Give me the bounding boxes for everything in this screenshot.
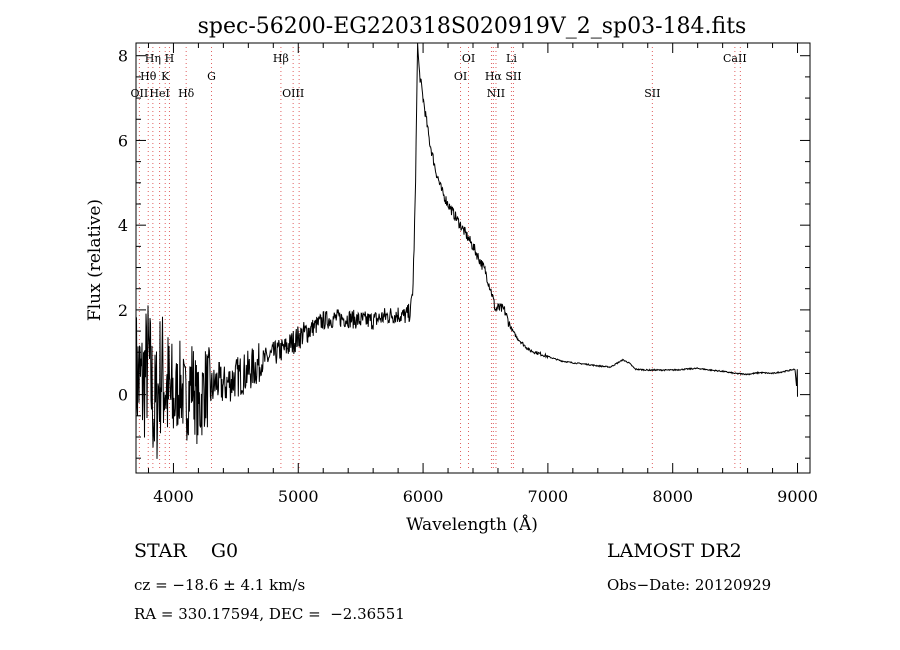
x-tick-label-6000: 6000 bbox=[403, 487, 444, 506]
spectral-line-label-2: Hθ bbox=[140, 70, 157, 83]
spectral-line-labels: OII Hη Hθ HeI HK Hδ G Hβ OIII OI OI Hα NII Li SII SII Ca… bbox=[131, 52, 747, 100]
object-subclass-text: G0 bbox=[210, 540, 239, 562]
spectral-line-label-14: NII bbox=[487, 87, 505, 100]
y-tick-label-0: 0 bbox=[118, 386, 128, 405]
spectral-line-label-3: HeI bbox=[149, 87, 169, 100]
y-tick-label-8: 8 bbox=[118, 47, 128, 66]
spectral-line-label-7: G bbox=[207, 70, 216, 83]
spectral-line-label-4: H bbox=[165, 52, 175, 65]
observation-date: Obs−Date: 20120929 bbox=[607, 576, 772, 594]
x-tick-label-4000: 4000 bbox=[153, 487, 194, 506]
spectral-line-label-6: Hδ bbox=[178, 87, 195, 100]
spectral-line-label-5: K bbox=[161, 70, 170, 83]
spectral-line-label-9: OIII bbox=[282, 87, 304, 100]
object-class: STAR G0 bbox=[134, 540, 238, 562]
spectral-line-label-16: Li bbox=[506, 52, 517, 65]
y-tick-label-4: 4 bbox=[118, 216, 128, 235]
x-tick-label-5000: 5000 bbox=[278, 487, 319, 506]
chart-title: spec-56200-EG220318S020919V_2_sp03-184.f… bbox=[198, 14, 747, 39]
spectral-line-label-12: OI bbox=[454, 70, 467, 83]
x-tick-label-8000: 8000 bbox=[652, 487, 693, 506]
spectral-line-label-0: OII bbox=[131, 87, 149, 100]
spectral-line-markers bbox=[138, 47, 741, 471]
y-tick-label-6: 6 bbox=[118, 131, 128, 150]
spectral-line-label-19: CaII bbox=[723, 52, 747, 65]
spectral-line-label-8: Hβ bbox=[273, 52, 289, 65]
y-axis-label: Flux (relative) bbox=[85, 199, 105, 321]
spectral-line-label-11: OI bbox=[462, 52, 475, 65]
y-tick-label-2: 2 bbox=[118, 301, 128, 320]
plot-frame bbox=[135, 42, 811, 474]
x-axis-label: Wavelength (Å) bbox=[406, 514, 538, 535]
axis-ticks: 4000 5000 6000 7000 8000 9000 0 2 4 6 8 bbox=[118, 43, 818, 506]
coordinates-readout: RA = 330.17594, DEC = −2.36551 bbox=[134, 605, 405, 623]
object-class-text: STAR bbox=[134, 540, 187, 562]
spectral-line-label-18: SII bbox=[644, 87, 660, 100]
spectral-line-label-1: Hη bbox=[145, 52, 161, 65]
x-tick-label-9000: 9000 bbox=[777, 487, 818, 506]
spectrum-series-line bbox=[135, 42, 798, 459]
spectral-line-label-17: SII bbox=[505, 70, 521, 83]
spectral-line-label-13: Hα bbox=[485, 70, 503, 83]
survey-name: LAMOST DR2 bbox=[607, 540, 742, 562]
x-tick-label-7000: 7000 bbox=[528, 487, 569, 506]
redshift-readout: cz = −18.6 ± 4.1 km/s bbox=[134, 576, 306, 594]
